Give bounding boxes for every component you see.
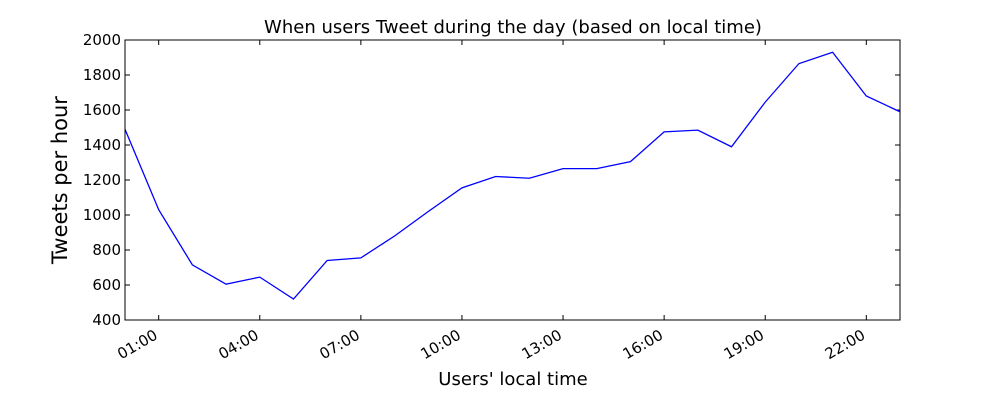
- x-tick-label: 19:00: [721, 326, 767, 363]
- y-axis-label: Tweets per hour: [48, 96, 72, 265]
- y-tick-label: 1800: [83, 66, 121, 84]
- y-tick-label: 2000: [83, 31, 121, 49]
- x-tick-label: 16:00: [620, 326, 666, 363]
- y-tick-label: 1200: [83, 171, 121, 189]
- x-tick-label: 04:00: [215, 326, 261, 363]
- y-tick-label: 1600: [83, 101, 121, 119]
- x-axis-label: Users' local time: [438, 369, 587, 390]
- x-tick-label: 10:00: [418, 326, 464, 363]
- series-line: [124, 51, 901, 300]
- x-tick-label: 13:00: [519, 326, 565, 363]
- y-tick-label: 800: [92, 241, 121, 259]
- series-layer: [124, 51, 901, 300]
- plot-area-frame: [124, 39, 901, 321]
- y-tick-label: 1000: [83, 206, 121, 224]
- ticks-layer: 400 600 800 1000 1200 1400 1600 1800 2000 01:00 04…: [83, 31, 900, 363]
- x-tick-label: 01:00: [114, 326, 160, 363]
- x-tick-label: 07:00: [316, 326, 362, 363]
- chart-title: When users Tweet during the day (based o…: [264, 17, 762, 38]
- y-tick-label: 1400: [83, 136, 121, 154]
- y-tick-label: 400: [92, 311, 121, 329]
- y-tick-label: 600: [92, 276, 121, 294]
- x-tick-label: 22:00: [822, 326, 868, 363]
